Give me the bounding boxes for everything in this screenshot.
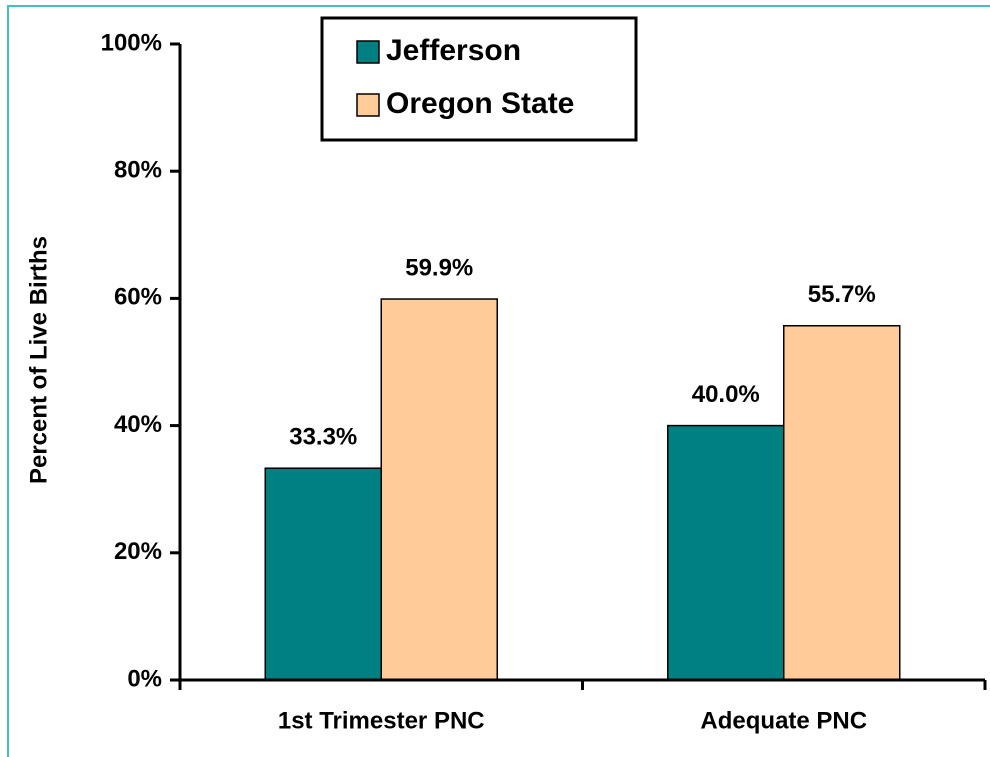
legend-label: Oregon State <box>386 87 574 120</box>
bar <box>264 467 382 681</box>
value-label: 59.9% <box>405 254 473 281</box>
y-tick-label: 60% <box>114 284 162 311</box>
bar <box>783 324 901 681</box>
y-tick-label: 100% <box>101 29 162 56</box>
frame <box>7 5 990 757</box>
value-label: 55.7% <box>808 281 876 308</box>
legend-swatch <box>356 40 380 64</box>
bar <box>380 298 498 681</box>
bar <box>667 424 785 681</box>
legend-label: Jefferson <box>386 34 521 67</box>
y-tick-label: 0% <box>127 665 162 692</box>
value-label: 33.3% <box>289 424 357 451</box>
y-tick-label: 40% <box>114 411 162 438</box>
y-tick-label: 20% <box>114 538 162 565</box>
value-label: 40.0% <box>692 381 760 408</box>
legend-swatch <box>356 93 380 117</box>
y-tick-label: 80% <box>114 157 162 184</box>
x-tick-label: 1st Trimester PNC <box>278 707 485 734</box>
y-axis-label: Percent of Live Births <box>25 236 52 484</box>
legend-box <box>320 16 638 142</box>
x-tick-label: Adequate PNC <box>700 707 867 734</box>
